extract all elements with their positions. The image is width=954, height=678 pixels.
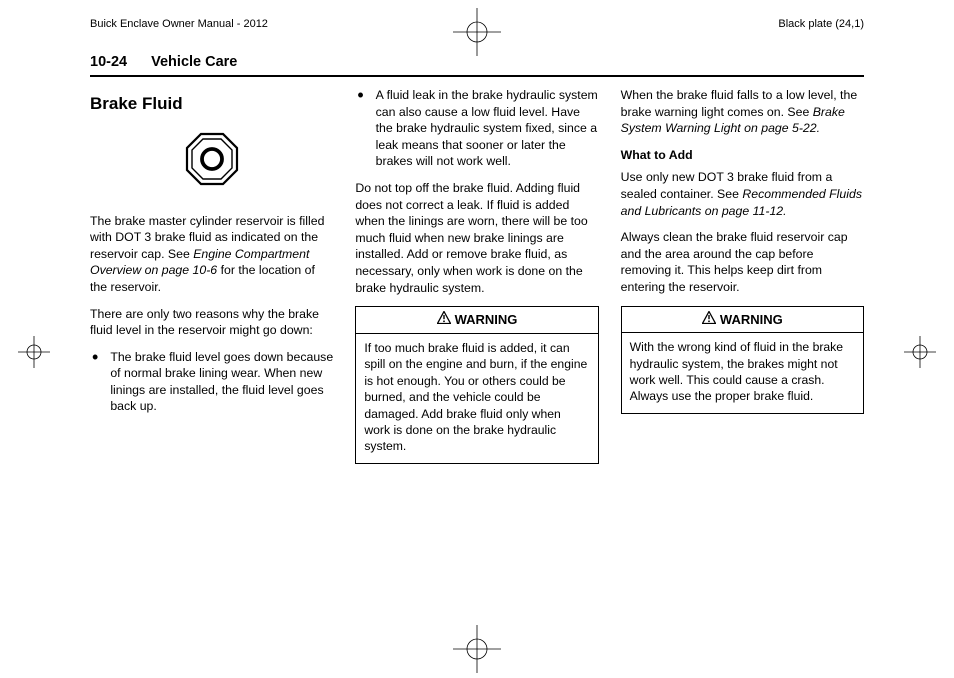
header-right: Black plate (24,1) xyxy=(778,18,864,30)
warning-header: WARNING xyxy=(356,307,597,334)
header-left: Buick Enclave Owner Manual - 2012 xyxy=(90,18,268,30)
bullet-item-2: • A fluid leak in the brake hydraulic sy… xyxy=(355,87,598,170)
warning-box-2: WARNING With the wrong kind of fluid in … xyxy=(621,306,864,414)
column-1: Brake Fluid The brake master cylinder re… xyxy=(90,87,333,474)
registration-mark-top xyxy=(453,8,501,61)
warning-header: WARNING xyxy=(622,307,863,334)
bullet-text: A fluid leak in the brake hydraulic syst… xyxy=(376,87,599,170)
col1-paragraph-2: There are only two reasons why the brake… xyxy=(90,306,333,339)
col1-paragraph-1: The brake master cylinder reservoir is f… xyxy=(90,213,333,296)
registration-mark-bottom xyxy=(453,625,501,678)
bullet-dot-icon: • xyxy=(357,87,363,170)
heading-brake-fluid: Brake Fluid xyxy=(90,93,333,116)
bullet-item-1: • The brake fluid level goes down becaus… xyxy=(90,349,333,415)
col3-paragraph-2: Use only new DOT 3 brake fluid from a se… xyxy=(621,169,864,219)
section-number: 10-24 xyxy=(90,54,127,70)
content-columns: Brake Fluid The brake master cylinder re… xyxy=(90,87,864,474)
brake-reservoir-figure xyxy=(90,128,333,195)
section-title: Vehicle Care xyxy=(151,54,237,70)
column-2: • A fluid leak in the brake hydraulic sy… xyxy=(355,87,598,474)
warning-box-1: WARNING If too much brake fluid is added… xyxy=(355,306,598,464)
warning-body: If too much brake fluid is added, it can… xyxy=(356,334,597,463)
warning-label: WARNING xyxy=(455,311,518,329)
subhead-what-to-add: What to Add xyxy=(621,147,864,164)
warning-body: With the wrong kind of fluid in the brak… xyxy=(622,333,863,413)
warning-triangle-icon xyxy=(702,311,716,329)
column-3: When the brake fluid falls to a low leve… xyxy=(621,87,864,474)
bullet-dot-icon: • xyxy=(92,349,98,415)
col2-paragraph-1: Do not top off the brake fluid. Adding f… xyxy=(355,180,598,296)
col3-paragraph-1: When the brake fluid falls to a low leve… xyxy=(621,87,864,137)
warning-triangle-icon xyxy=(437,311,451,329)
warning-label: WARNING xyxy=(720,311,783,329)
col3-paragraph-3: Always clean the brake fluid reservoir c… xyxy=(621,229,864,295)
bullet-text: The brake fluid level goes down because … xyxy=(110,349,333,415)
